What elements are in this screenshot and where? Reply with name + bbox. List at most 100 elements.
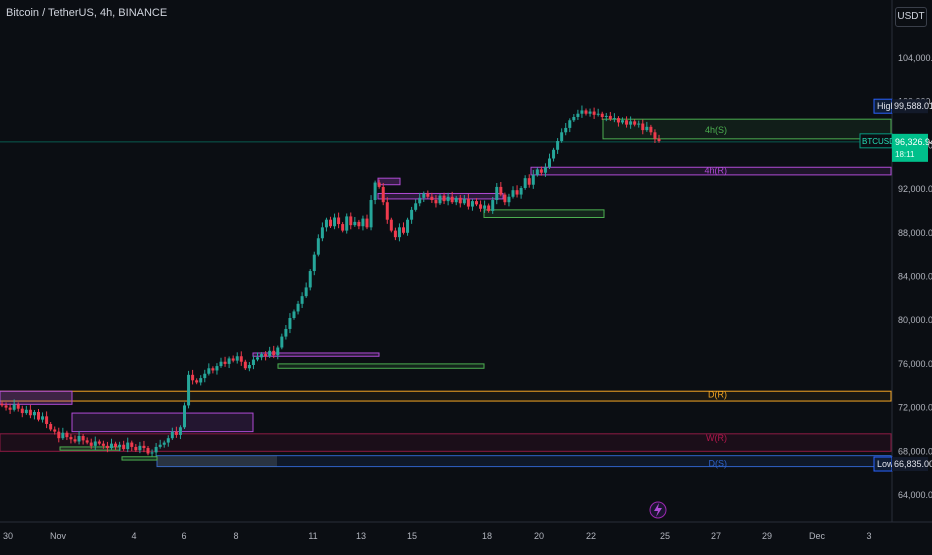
candle-body: [633, 121, 637, 125]
candle-body: [239, 356, 243, 362]
candle-body: [73, 439, 77, 442]
low-marker-label: Low: [877, 459, 894, 469]
price-tick-label: 80,000.00: [898, 315, 932, 325]
candle-body: [523, 178, 527, 189]
candle-body: [101, 443, 105, 446]
price-tick-label: 76,000.00: [898, 359, 932, 369]
candle-body: [454, 197, 458, 203]
candle-body: [406, 219, 410, 233]
candle-body: [543, 167, 547, 173]
candle-body: [377, 182, 381, 187]
candle-body: [487, 205, 491, 211]
time-tick-label: 13: [356, 531, 366, 541]
zone-4h-support: [602, 118, 892, 140]
candle-body: [195, 380, 199, 383]
candle-body: [625, 120, 629, 125]
candle-body: [422, 193, 426, 198]
candle-body: [122, 444, 126, 450]
candle-body: [280, 336, 284, 348]
candle-body: [657, 138, 661, 142]
candle-body: [341, 224, 345, 231]
candle-body: [511, 190, 515, 197]
time-tick-label: 3: [866, 531, 871, 541]
candle-body: [592, 111, 596, 115]
candle-body: [329, 219, 332, 227]
candle-body: [418, 197, 422, 204]
candle-body: [349, 216, 353, 226]
low-marker-value: 66,835.00: [894, 459, 932, 469]
candle-body: [211, 368, 215, 371]
candle-body: [146, 448, 150, 454]
zone-daily-resistance: [0, 390, 892, 402]
candle-body: [304, 287, 308, 297]
candle-body: [162, 442, 166, 445]
zone-label: W(R): [706, 433, 727, 443]
candle-body: [130, 442, 134, 447]
candle-body: [8, 407, 12, 410]
candle-body: [450, 196, 454, 203]
candle-body: [45, 416, 49, 424]
candle-body: [89, 442, 93, 446]
candle-body: [166, 438, 170, 443]
high-marker-value-box: [892, 99, 928, 114]
candle-body: [621, 120, 624, 123]
candle-body: [126, 442, 130, 450]
candle-body: [357, 221, 361, 227]
candle-body: [438, 195, 442, 204]
currency-button[interactable]: USDT: [895, 7, 927, 27]
candle-body: [608, 115, 612, 120]
candle-body: [264, 354, 268, 357]
candle-body: [65, 432, 69, 438]
candle-body: [479, 204, 483, 209]
candle-body: [316, 238, 320, 255]
low-marker-value-box: [892, 457, 928, 472]
time-tick-label: 11: [308, 531, 317, 541]
candle-body: [576, 113, 580, 117]
candle-body: [227, 358, 231, 364]
candle-body: [256, 357, 259, 360]
candle-body: [495, 186, 499, 201]
time-tick-label: 29: [762, 531, 772, 541]
symbol-title: Bitcoin / TetherUS, 4h, BINANCE: [6, 7, 168, 19]
candle-body: [251, 359, 255, 365]
last-marker-countdown: 18:11: [895, 150, 915, 159]
candle-body: [12, 404, 16, 410]
candle-body: [629, 121, 633, 125]
candle-body: [649, 126, 653, 133]
zone-label: 4h(S): [705, 125, 727, 135]
candle-body: [300, 296, 304, 304]
candle-body: [470, 201, 474, 207]
candle-body: [410, 209, 414, 220]
candle-body: [0, 403, 4, 406]
candle-body: [57, 431, 61, 439]
candle-body: [588, 111, 592, 114]
lightning-event-icon[interactable]: [649, 501, 667, 519]
candle-body: [97, 441, 101, 444]
candle-body: [641, 123, 645, 131]
candle-body: [527, 178, 531, 185]
candle-body: [580, 110, 584, 114]
candle-body: [243, 361, 247, 369]
candle-body: [138, 445, 142, 451]
candle-body: [203, 373, 207, 379]
candle-body: [361, 218, 365, 227]
candle-body: [507, 196, 511, 203]
candle-body: [572, 116, 576, 121]
zone-90k-support: [483, 209, 605, 219]
candle-body: [284, 328, 288, 337]
zone-label: 4h(R): [704, 166, 727, 176]
candle-body: [515, 190, 519, 195]
candle-body: [296, 303, 300, 312]
candle-body: [414, 203, 418, 210]
candle-body: [110, 443, 113, 449]
candle-body: [568, 120, 572, 128]
time-tick-label: 25: [660, 531, 670, 541]
zone-4h-resistance: [530, 166, 892, 176]
last-marker-label: BTCUSDT: [862, 137, 900, 146]
candle-body: [276, 347, 280, 356]
candle-body: [247, 364, 251, 369]
high-marker-label: High: [877, 101, 896, 111]
candle-body: [24, 409, 28, 414]
